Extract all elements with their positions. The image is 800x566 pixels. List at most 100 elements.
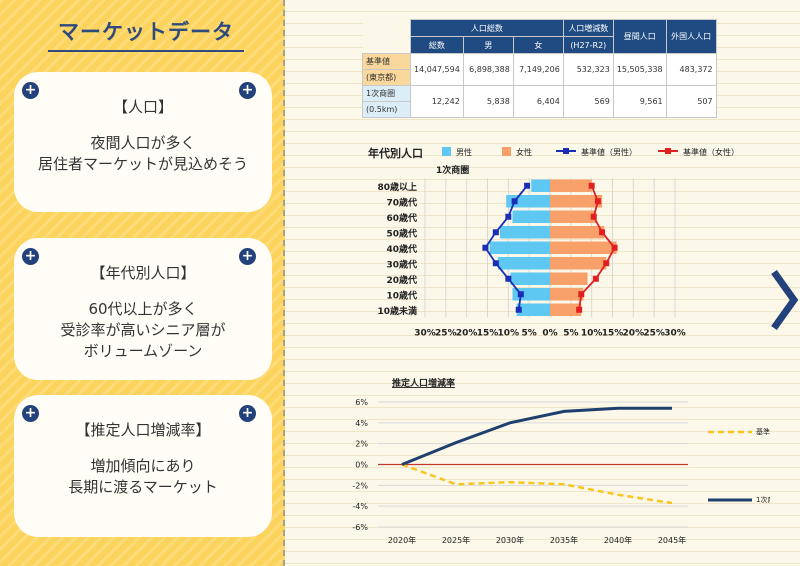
reference-point: [517, 291, 524, 298]
card-body: 増加傾向にあり 長期に渡るマーケット: [14, 456, 272, 498]
card-title: 【推定人口増減率】: [75, 421, 211, 439]
reference-point: [578, 291, 585, 298]
card-line: ボリュームゾーン: [83, 342, 203, 360]
row-sublabel: (東京都): [362, 69, 411, 86]
reference-point: [594, 198, 601, 205]
table-row: 基準値 14,047,594 6,898,388 7,149,206 532,3…: [362, 53, 717, 86]
reference-point: [576, 306, 583, 313]
bar-female: [550, 257, 607, 270]
legend-swatch: [442, 147, 451, 156]
bar-female: [550, 241, 617, 254]
bar-female: [550, 272, 588, 285]
legend-swatch: [502, 147, 511, 156]
card-body: 夜間人口が多く 居住者マーケットが見込めそう: [14, 133, 272, 175]
sidebar-title: マーケットデータ: [48, 16, 244, 52]
header-change-sub: (H27-R2): [562, 36, 614, 54]
card-age-population[interactable]: + + 【年代別人口】 60代以上が多く 受診率が高いシニア層が ボリュームゾー…: [14, 238, 272, 380]
card-population[interactable]: + + 【人口】 夜間人口が多く 居住者マーケットが見込めそう: [14, 72, 272, 212]
series-line-base: [401, 463, 673, 505]
reference-point: [599, 229, 606, 236]
card-title: 【人口】: [112, 98, 173, 116]
reference-point: [611, 244, 618, 251]
bar-male: [500, 226, 550, 239]
y-tick-label: 2%: [355, 440, 368, 449]
bar-female: [550, 195, 603, 208]
plus-icon[interactable]: +: [22, 405, 39, 422]
sidebar: マーケットデータ + + 【人口】 夜間人口が多く 居住者マーケットが見込めそう…: [0, 0, 285, 566]
plus-icon[interactable]: +: [239, 248, 256, 265]
x-tick-label: 30%: [414, 329, 436, 339]
y-tick-label: -4%: [352, 502, 368, 511]
bar-female: [550, 303, 582, 316]
header-sub-female: 女: [512, 36, 564, 54]
age-pyramid-chart: 年代別人口 1次商圏 男性 女性 基準値（男性） 基準値（女性） 80歳以上 70歳代 60歳代…: [368, 146, 739, 339]
bar-male: [516, 303, 550, 316]
card-line: 60代以上が多く: [88, 300, 198, 318]
card-line: 夜間人口が多く: [90, 134, 196, 152]
bar-male: [497, 257, 550, 270]
table-row: 1次商圏 12,242 5,838 6,404 569 9,561 507: [362, 85, 717, 118]
legend-marker: [563, 148, 569, 154]
y-tick-label: -2%: [352, 481, 368, 490]
cell: 569: [562, 85, 614, 118]
plus-icon[interactable]: +: [22, 248, 39, 265]
reference-point: [603, 260, 610, 267]
cell: 12,242: [410, 85, 464, 118]
x-tick-label: 2025年: [442, 535, 470, 545]
header-sub-male: 男: [462, 36, 514, 54]
y-tick-label: 4%: [355, 419, 368, 428]
x-tick-label: 10%: [498, 329, 520, 339]
x-tick-label: 5%: [563, 329, 578, 339]
category-label: 80歳以上: [377, 181, 417, 193]
series-line-area: [401, 406, 672, 466]
y-tick-label: -6%: [352, 523, 368, 532]
table-row: (東京都): [362, 69, 717, 86]
x-tick-label: 15%: [602, 329, 624, 339]
legend-label: 女性: [516, 147, 532, 157]
x-tick-label: 20%: [456, 329, 478, 339]
reference-point: [588, 182, 595, 189]
card-line: 居住者マーケットが見込めそう: [37, 155, 248, 173]
reference-point: [511, 198, 518, 205]
card-growth-rate[interactable]: + + 【推定人口増減率】 増加傾向にあり 長期に渡るマーケット: [14, 395, 272, 537]
plus-icon[interactable]: +: [239, 82, 256, 99]
x-tick-label: 0%: [542, 329, 557, 339]
x-tick-label: 2045年: [658, 535, 686, 545]
market-table: 人口総数 人口増減数 昼間人口 外国人人口 総数 男 女 (H27-R2) 基準…: [362, 19, 717, 118]
legend-marker: [665, 148, 671, 154]
bar-female: [550, 179, 592, 192]
legend-label: 男性: [456, 147, 472, 157]
row-label: 基準値: [362, 53, 411, 70]
plus-icon[interactable]: +: [22, 82, 39, 99]
plus-icon[interactable]: +: [239, 405, 256, 422]
cell: 532,323: [562, 53, 614, 86]
cell: 7,149,206: [512, 53, 564, 86]
bar-male: [510, 272, 550, 285]
bar-male: [512, 288, 550, 301]
chart-title: 年代別人口: [368, 146, 423, 160]
x-tick-label: 2035年: [550, 535, 578, 545]
category-label: 20歳代: [386, 274, 417, 286]
card-line: 増加傾向にあり: [90, 457, 196, 475]
reference-point: [482, 244, 489, 251]
category-label: 50歳代: [386, 228, 417, 240]
cell: 14,047,594: [410, 53, 464, 86]
header-foreign: 外国人人口: [665, 19, 717, 54]
growth-rate-chart: 推定人口増減率 6% 4% 2% 0% -2% -4% -6% 2020年 2025年 2030年 2…: [352, 377, 770, 545]
x-tick-label: 25%: [643, 329, 665, 339]
legend-label: 基準値（男性）: [581, 147, 637, 157]
cell: 6,404: [512, 85, 564, 118]
category-label: 70歳代: [386, 197, 417, 209]
x-tick-label: 15%: [477, 329, 499, 339]
cell: 9,561: [612, 85, 667, 118]
row-sublabel: (0.5km): [362, 101, 411, 118]
x-tick-label: 2030年: [496, 535, 524, 545]
reference-point: [492, 229, 499, 236]
bar-male: [489, 241, 550, 254]
x-tick-label: 30%: [664, 329, 686, 339]
category-label: 10歳未満: [377, 305, 417, 317]
bar-female: [550, 226, 605, 239]
category-label: 10歳代: [386, 290, 417, 302]
legend-label: 基準値: [756, 427, 770, 436]
chevron-right-icon[interactable]: [770, 268, 798, 332]
